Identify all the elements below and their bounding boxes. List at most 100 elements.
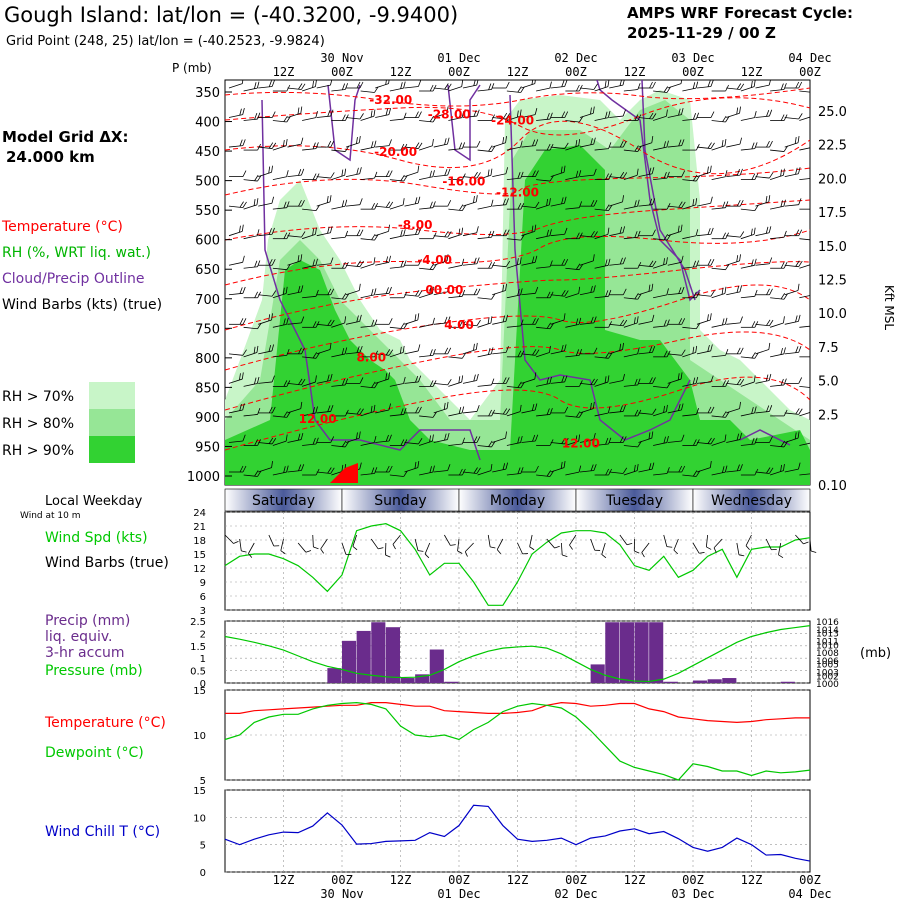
wind-barb-flag [505,462,509,470]
wind-barb-shaft [565,324,580,328]
wind-barb-flag [371,202,375,210]
wind-barb-flag [608,352,613,359]
surface-wind-barb-shaft [619,534,628,545]
wind-barb-flag [622,319,628,326]
wind-barb-shaft [345,351,360,355]
wind-barb [799,405,810,417]
surface-wind-barb-shaft [392,534,401,545]
wind-barb-shaft [360,177,375,181]
wind-barb-flag [388,465,393,473]
wind-barb-flag [608,204,613,211]
wind-barb-shaft [784,437,799,443]
wind-barb-flag [604,80,607,88]
surface-wind-barb-shaft [268,534,275,547]
wind-barb-flag [315,437,319,445]
wind-barb [726,168,743,178]
wind-barb-shaft [258,202,273,207]
wind-barb-flag [298,199,302,207]
wind-barb-flag [593,378,598,386]
wind-barb [653,257,668,269]
wind-barb-shaft [609,201,623,207]
wind-barb-shaft [579,87,594,90]
wind-barb [609,319,628,327]
wind-barb-flag [663,172,667,179]
temperature-contours [225,87,810,451]
wind-barb-shaft [462,115,477,118]
wind-barb-flag [520,86,525,93]
wind-barb-shaft [448,356,463,359]
wind-barb [682,229,699,240]
wind-barb [419,348,436,358]
wind-barb-shaft [536,326,551,330]
wind-barb [272,348,290,358]
wind-barb-shaft [375,145,390,148]
wind-barb-flag [768,342,771,350]
wind-barb-shaft [550,467,565,473]
wind-barb [667,80,683,89]
wind-barb-flag [414,461,417,469]
wind-barb-shaft [682,383,697,387]
wind-barb-shaft [550,86,565,89]
wind-barb-shaft [550,442,565,445]
precip-bar [371,622,386,683]
wind-barb-flag [330,373,333,381]
wind-barb-shaft [345,437,360,443]
bottom-date-label: 01 Dec [437,887,480,900]
wind-barb-shaft [462,349,477,355]
wind-barb-flag [344,199,348,207]
wind-barb-flag [813,382,817,388]
wind-barb-shaft [345,412,360,415]
wind-barb-shaft [638,468,653,473]
wind-barb [302,375,317,387]
wind-barb [579,168,597,178]
wind-barb-flag [301,168,305,176]
wind-barb-flag [795,315,798,323]
wind-barb-flag [637,347,640,355]
wind-barb-flag [622,342,624,350]
wind-barb-flag [359,260,364,267]
wind-barb-flag [459,468,463,476]
wind-barb [477,199,494,210]
surface-wind-barb-shaft [248,542,255,554]
weekday-label: Sunday [374,493,426,509]
wind-barb-shaft [521,440,536,443]
wind-barb-flag [473,467,478,474]
wind-barb-flag [593,199,598,207]
wind-barb-flag [710,259,715,266]
wind-barb-flag [693,439,697,446]
wind-barb-flag [532,318,536,325]
pressure-tick-label: 1003 [816,668,839,678]
pressure-legend: Pressure (mb) [45,663,143,679]
wind-barb [316,288,335,296]
wind-barb-shaft [565,120,580,123]
wind-barb [550,375,568,384]
wind-barb-shaft [653,238,668,241]
wind-barb-flag [578,434,581,442]
wind-barb-flag [443,255,446,262]
wind-barb-flag [769,436,773,443]
wind-barb [638,198,656,207]
wind-barb [375,318,393,325]
wind-barb-flag [666,404,668,412]
wind-barb-flag [268,142,274,149]
wind-barb-flag [253,346,256,354]
wind-barb [638,167,655,178]
surface-wind-barb [529,534,535,551]
wind-barb [287,106,303,118]
wind-barb-flag [315,289,319,297]
y-tick-label: 3 [200,606,206,617]
wind-barb-flag [666,381,671,389]
wind-barb-flag [429,349,433,356]
wind-barb-flag [678,287,682,294]
wind-barb [711,465,728,476]
wind-barb-flag [242,349,247,356]
weekday-label: Saturday [252,493,315,509]
wind-barb-flag [283,201,287,209]
wind-barb-shaft [521,378,535,384]
surface-wind-barb-flag [490,546,496,549]
wind-barb-flag [341,464,344,472]
wind-barb [521,139,539,148]
wind-barb [228,403,245,414]
wind-barb [258,111,276,118]
wind-barb-flag [750,80,753,88]
